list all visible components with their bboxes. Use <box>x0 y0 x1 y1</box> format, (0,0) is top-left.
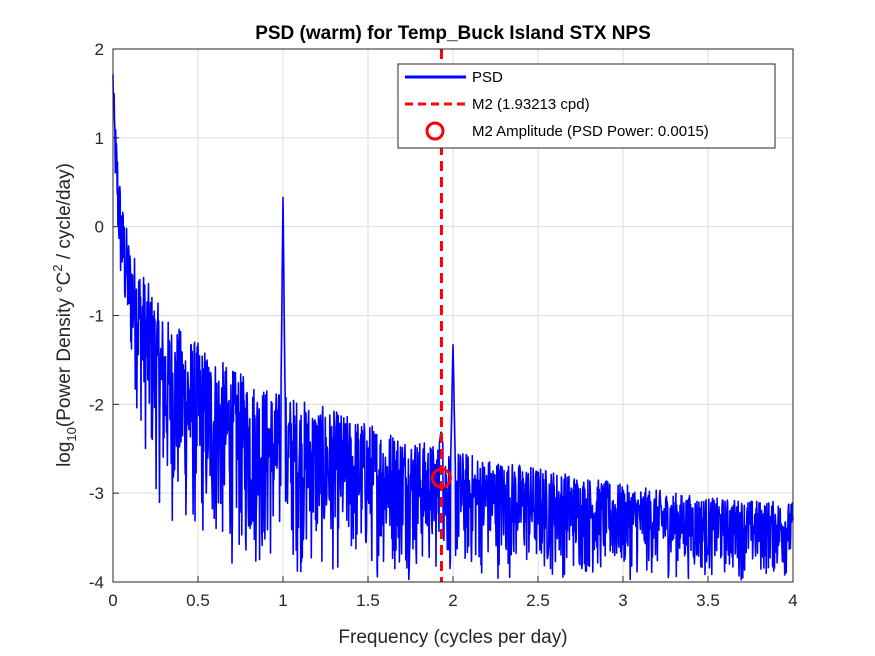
y-tick-label: 1 <box>95 129 104 148</box>
y-tick-label: -4 <box>89 573 104 592</box>
x-tick-label: 1.5 <box>356 591 380 610</box>
legend-m2-label: M2 (1.93213 cpd) <box>472 96 590 113</box>
y-tick-label: -2 <box>89 395 104 414</box>
y-tick-label: -3 <box>89 484 104 503</box>
y-axis-label: log10(Power Density °C2 / cycle/day) <box>50 163 79 467</box>
x-tick-label: 3.5 <box>696 591 720 610</box>
y-tick-label: 0 <box>95 218 104 237</box>
legend-m2-amplitude-label: M2 Amplitude (PSD Power: 0.0015) <box>472 123 709 140</box>
y-tick-label: -1 <box>89 307 104 326</box>
chart-title: PSD (warm) for Temp_Buck Island STX NPS <box>255 23 651 44</box>
x-tick-label: 4 <box>788 591 797 610</box>
axes-frame <box>112 48 794 583</box>
m2-amplitude-marker <box>430 467 452 489</box>
x-axis-label: Frequency (cycles per day) <box>338 627 567 648</box>
y-tick-label: 2 <box>95 40 104 59</box>
legend: PSD M2 (1.93213 cpd) M2 Amplitude (PSD P… <box>397 63 776 149</box>
x-tick-label: 1 <box>278 591 287 610</box>
x-tick-label: 2.5 <box>526 591 550 610</box>
legend-m2-amplitude-swatch <box>425 121 445 141</box>
x-tick-label: 0.5 <box>186 591 210 610</box>
psd-series-line <box>112 74 794 581</box>
x-tick-label: 0 <box>108 591 117 610</box>
legend-psd-label: PSD <box>472 69 503 86</box>
x-tick-label: 2 <box>448 591 457 610</box>
x-tick-label: 3 <box>618 591 627 610</box>
